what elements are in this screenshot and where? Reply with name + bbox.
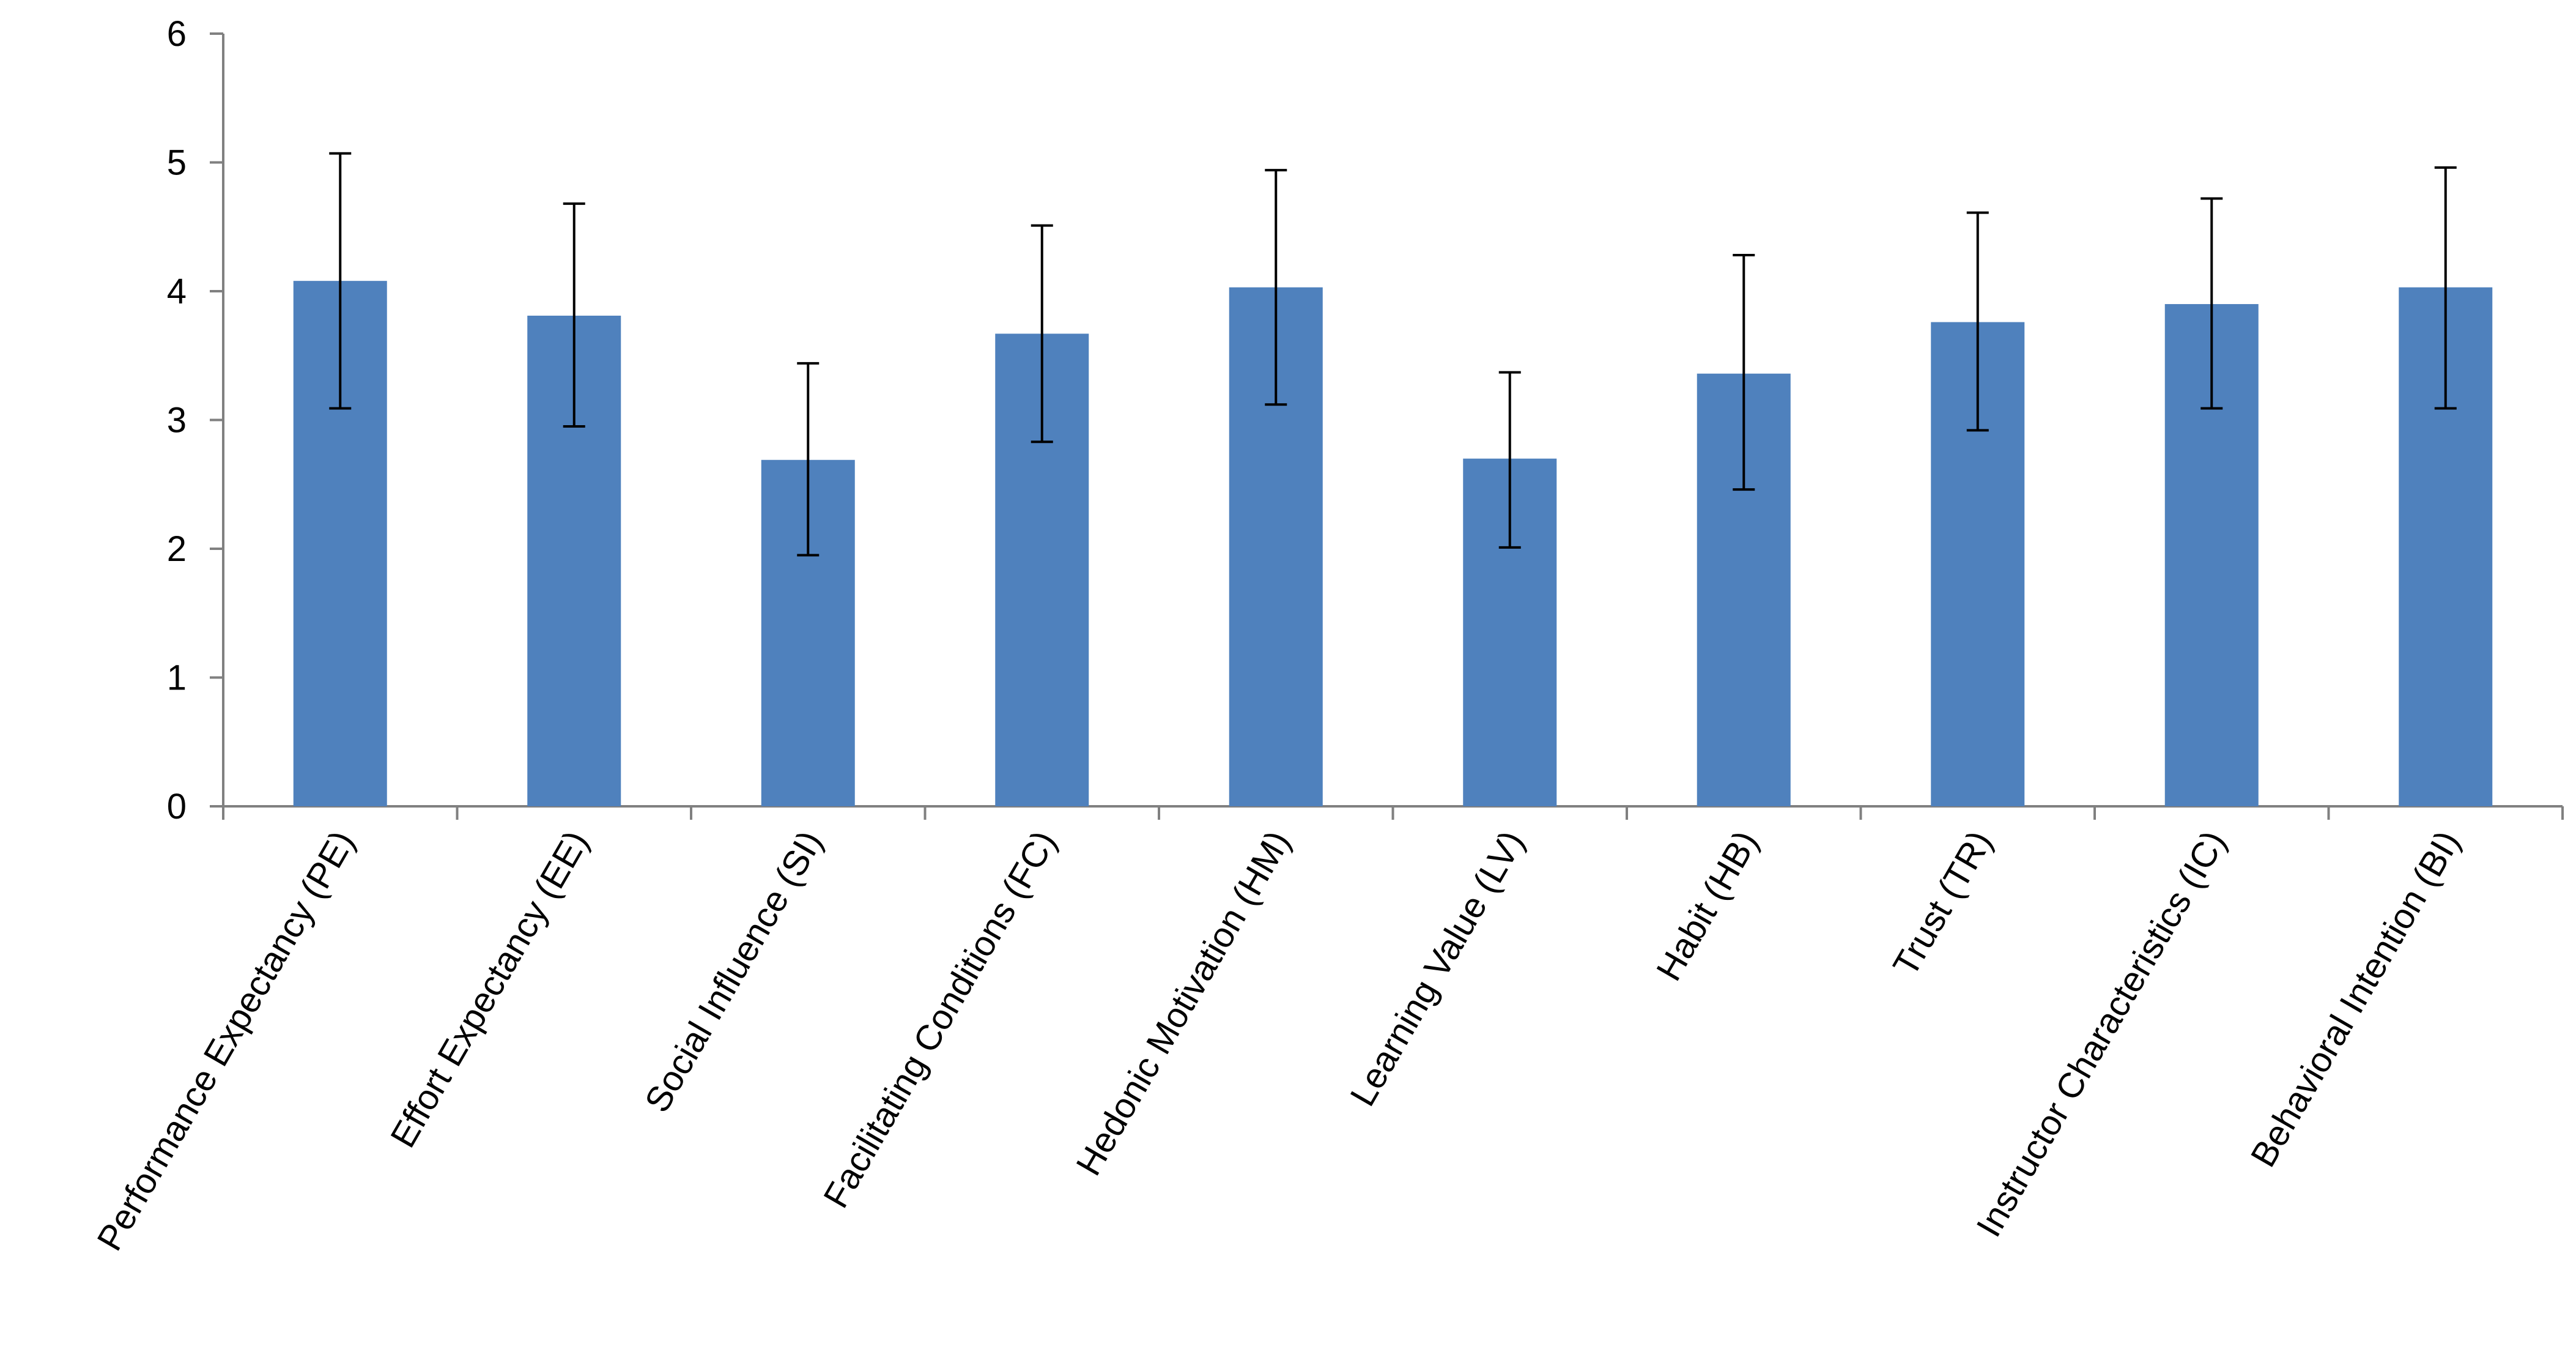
category-label: Habit (HB)	[1649, 824, 1766, 987]
error-bar	[2200, 197, 2223, 410]
error-bar	[1265, 169, 1287, 406]
y-tick-label: 2	[167, 529, 187, 569]
error-bar	[1733, 254, 1755, 491]
error-bar	[1966, 211, 1989, 432]
category-label: Trust (TR)	[1886, 824, 2000, 982]
category-label: Effort Expectancy (EE)	[383, 824, 596, 1154]
error-bar	[1498, 371, 1521, 549]
category-label: Facilitating Conditions (FC)	[816, 824, 1064, 1214]
category-label: Hedonic Motivation (HM)	[1068, 824, 1298, 1182]
error-bar	[329, 152, 352, 410]
y-tick-label: 0	[167, 787, 187, 826]
y-tick-label: 5	[167, 143, 187, 183]
error-bar	[797, 362, 820, 557]
error-bar	[563, 202, 585, 428]
y-tick-label: 4	[167, 272, 187, 311]
category-label: Behavioral Intention (BI)	[2243, 824, 2468, 1173]
category-label: Performance Expectancy (PE)	[89, 824, 362, 1257]
y-tick-label: 3	[167, 401, 187, 440]
y-tick-label: 6	[167, 14, 187, 54]
category-label: Learning Value (LV)	[1342, 824, 1532, 1113]
category-label: Social Influence (SI)	[637, 824, 831, 1119]
error-bar	[2434, 166, 2457, 410]
category-label: Instructor Characteristics (IC)	[1969, 824, 2234, 1244]
y-axis: 0 1 2 3 4 5 6	[167, 14, 224, 826]
x-axis	[222, 805, 2564, 820]
error-bars	[329, 152, 2457, 557]
bars	[293, 281, 2493, 806]
category-labels: Performance Expectancy (PE) Effort Expect…	[89, 824, 2468, 1257]
y-tick-label: 1	[167, 658, 187, 698]
error-bar	[1031, 224, 1053, 444]
